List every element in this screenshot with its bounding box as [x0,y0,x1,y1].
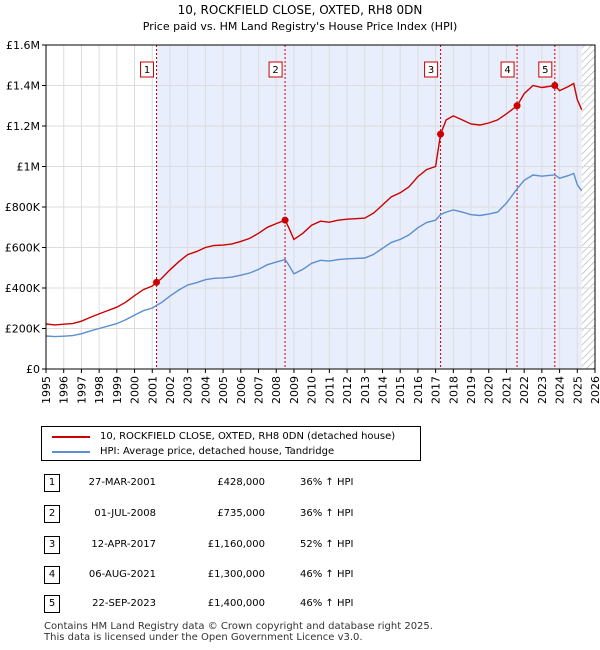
sale-number-badge: 1 [44,474,60,492]
x-tick-label: 2011 [323,376,336,404]
x-tick-label: 1999 [111,376,124,404]
sale-hpi-change: 46% ↑ HPI [300,598,354,609]
chart-legend: 10, ROCKFIELD CLOSE, OXTED, RH8 0DN (det… [41,426,421,461]
chart-subtitle: Price paid vs. HM Land Registry's House … [143,20,458,33]
sale-point [437,130,445,138]
sale-number-badge: 4 [44,566,60,584]
y-tick-label: £800K [5,201,41,214]
x-tick-label: 2026 [589,376,600,404]
y-tick-label: £1.4M [6,80,40,93]
y-tick-label: £1.2M [6,120,40,133]
y-tick-label: £400K [5,282,41,295]
sale-label-box [268,61,283,78]
sale-label-box [500,61,515,78]
y-tick-label: £200K [5,323,41,336]
x-tick-label: 2021 [500,376,513,404]
sale-label-number: 3 [428,65,434,76]
footer-licence: This data is licensed under the Open Gov… [44,632,363,643]
sale-number-badge: 3 [44,536,60,554]
y-tick-label: £0 [26,363,40,376]
sale-point [551,82,559,89]
sale-date: 12-APR-2017 [91,539,156,550]
x-tick-label: 1996 [58,376,71,404]
footer-copyright: Contains HM Land Registry data © Crown c… [44,621,433,632]
x-tick-label: 2007 [253,376,266,404]
price-chart: 10, ROCKFIELD CLOSE, OXTED, RH8 0DN Price… [5,3,600,404]
sale-row: 3 12-APR-2017 £1,160,000 52% ↑ HPI [0,536,600,556]
x-tick-label: 2001 [146,376,159,404]
sale-point [513,102,521,110]
sale-label-number: 2 [272,65,278,76]
sale-hpi-change: 52% ↑ HPI [300,539,354,550]
sale-point [281,216,289,224]
legend-label-hpi: HPI: Average price, detached house, Tand… [100,446,335,457]
x-tick-label: 1998 [93,376,106,404]
y-tick-label: £1.6M [6,39,40,52]
x-tick-label: 2019 [465,376,478,404]
x-tick-label: 2013 [359,376,372,404]
sale-price: £1,160,000 [207,539,265,550]
legend-swatch-hpi [52,451,90,453]
x-tick-label: 2005 [217,376,230,404]
x-tick-label: 2000 [129,376,142,404]
sale-price: £735,000 [217,508,265,519]
x-tick-label: 2020 [483,376,496,404]
sale-label-box [140,61,155,78]
sale-hpi-change: 46% ↑ HPI [300,569,354,580]
sale-row: 1 27-MAR-2001 £428,000 36% ↑ HPI [0,474,600,494]
x-tick-label: 2002 [164,376,177,404]
sale-hpi-change: 36% ↑ HPI [300,508,354,519]
x-tick-label: 1997 [75,376,88,404]
x-tick-label: 2003 [182,376,195,404]
x-tick-label: 2012 [341,376,354,404]
x-tick-label: 2008 [270,376,283,404]
chart-title: 10, ROCKFIELD CLOSE, OXTED, RH8 0DN [178,3,423,17]
sale-price: £428,000 [217,477,265,488]
x-tick-label: 2009 [288,376,301,404]
sale-label-number: 1 [144,65,150,76]
x-tick-label: 2018 [447,376,460,404]
x-tick-label: 2024 [554,376,567,404]
y-tick-label: £600K [5,242,41,255]
x-tick-label: 2014 [376,376,389,404]
sale-label-box [538,61,553,78]
legend-swatch-property [52,436,90,438]
sale-label-number: 5 [542,65,548,76]
footer-attribution: Contains HM Land Registry data © Crown c… [44,621,433,643]
x-tick-label: 2006 [235,376,248,404]
sale-label-number: 4 [504,65,510,76]
x-tick-label: 1995 [40,376,53,404]
sale-number-badge: 5 [44,595,60,613]
sale-price: £1,300,000 [207,569,265,580]
property-price-line [45,82,583,326]
sale-row: 5 22-SEP-2023 £1,400,000 46% ↑ HPI [0,595,600,615]
x-tick-label: 2017 [430,376,443,404]
x-tick-label: 2016 [412,376,425,404]
sale-row: 4 06-AUG-2021 £1,300,000 46% ↑ HPI [0,566,600,586]
x-tick-label: 2004 [199,376,212,404]
legend-label-property: 10, ROCKFIELD CLOSE, OXTED, RH8 0DN (det… [100,431,396,442]
hpi-line [45,172,583,338]
sale-number-badge: 2 [44,505,60,523]
x-tick-label: 2023 [536,376,549,404]
sale-date: 01-JUL-2008 [94,508,156,519]
x-tick-label: 2010 [306,376,319,404]
sale-date: 22-SEP-2023 [92,598,156,609]
sale-hpi-change: 36% ↑ HPI [300,477,354,488]
sale-date: 27-MAR-2001 [88,477,156,488]
sale-point [153,278,161,286]
x-tick-label: 2015 [394,376,407,404]
sale-label-box [424,61,439,78]
x-tick-label: 2022 [518,376,531,404]
x-tick-label: 2025 [571,376,584,404]
sale-row: 2 01-JUL-2008 £735,000 36% ↑ HPI [0,505,600,525]
sale-date: 06-AUG-2021 [88,569,156,580]
sale-price: £1,400,000 [207,598,265,609]
y-tick-label: £1M [17,161,41,174]
